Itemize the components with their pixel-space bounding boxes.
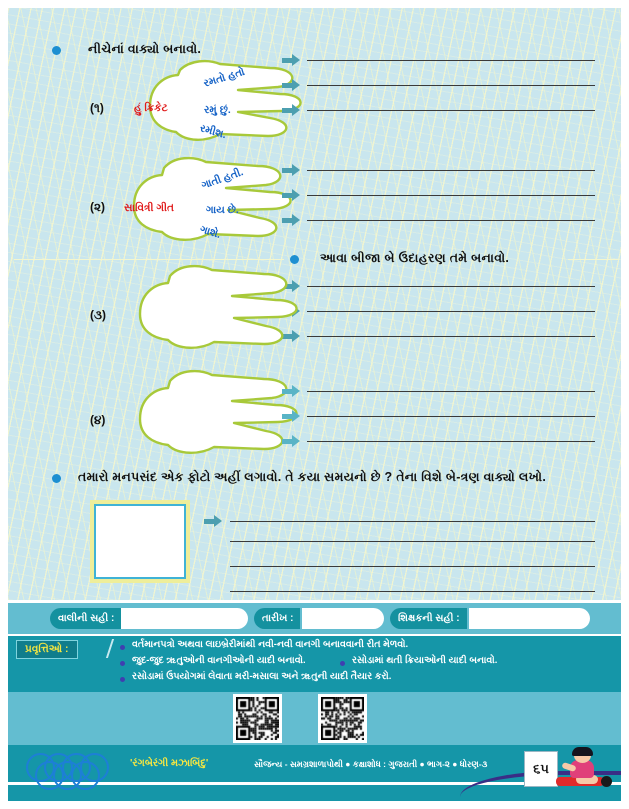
- book-title: 'રંગબેરંગી મઝાબિંદુ': [130, 758, 209, 769]
- bullet-icon-2: [290, 255, 299, 264]
- arrow-icon-1b: [282, 79, 300, 91]
- activity-text-3: રસોડામાં થતી ક્રિયાઓની યાદી બનાવો.: [352, 655, 498, 666]
- arrow-icon-4a: [282, 385, 300, 397]
- hand-2-palm-text: સાવિત્રી ગીત: [124, 202, 174, 214]
- instruction-1-text: નીચેનાં વાક્યો બનાવો.: [88, 42, 202, 56]
- parent-signature-field[interactable]: વાલીની સહી :: [50, 608, 248, 629]
- footer-credits: સૌજન્ય - સમગ્રશાળાપોથી ● કક્ષાશોધ : ગુજર…: [254, 759, 488, 769]
- answer-line-3a[interactable]: [307, 286, 595, 287]
- parent-signature-label: વાલીની સહી :: [50, 608, 122, 629]
- hand-shape-1: [148, 59, 302, 141]
- arrow-icon-2a: [282, 164, 300, 176]
- arrow-icon-3a: [282, 280, 300, 292]
- hand-1-palm-text: હું ક્રિકેટ: [134, 102, 168, 114]
- answer-line-4c[interactable]: [307, 441, 595, 442]
- hand-shape-3[interactable]: [112, 258, 322, 368]
- activities-band: પ્રવૃત્તિઓ : વર્તમાનપત્રો અથવા લાઇબ્રેરી…: [8, 636, 621, 692]
- worksheet-body: નીચેનાં વાક્યો બનાવો. (૧) હું ક્રિકેટ રમ…: [8, 8, 621, 600]
- arrow-icon-4b: [282, 410, 300, 422]
- activities-list: વર્તમાનપત્રો અથવા લાઇબ્રેરીમાંથી નવી-નવી…: [120, 639, 620, 687]
- bullet-icon-1: [52, 46, 61, 55]
- teacher-signature-input[interactable]: [469, 608, 590, 629]
- answer-line-1b[interactable]: [307, 85, 595, 86]
- photo-line-b[interactable]: [230, 541, 595, 542]
- kid-illustration: [556, 747, 612, 791]
- divider-right: [568, 259, 618, 260]
- page-footer: 'રંગબેરંગી મઝાબિંદુ' સૌજન્ય - સમગ્રશાળાપ…: [8, 745, 621, 801]
- photo-line-c[interactable]: [230, 566, 595, 567]
- hand-2-number: (૨): [90, 200, 106, 214]
- page-number-text: ૬૫: [533, 761, 549, 776]
- bullet-icon-3: [52, 474, 61, 483]
- answer-line-1a[interactable]: [307, 60, 595, 61]
- activity-row-3: રસોડામાં ઉપયોગમાં લેવાતા મરી-મસાલા અને ૠ…: [120, 671, 620, 687]
- teacher-signature-label: શિક્ષકની સહી :: [390, 608, 467, 629]
- activity-row-2: જુદ-જુદ ૠતુઓની વાનગીઓની યાદી બનાવો. રસોડ…: [120, 655, 620, 671]
- activities-divider: [105, 639, 115, 658]
- activities-label: પ્રવૃત્તિઓ :: [16, 640, 78, 659]
- photo-line-d[interactable]: [230, 591, 595, 592]
- photo-upload-box[interactable]: [90, 500, 190, 583]
- answer-line-4a[interactable]: [307, 391, 595, 392]
- activity-bullet-2: [120, 661, 125, 666]
- hand-4-number: (૪): [90, 413, 106, 427]
- qr-code-zone: [8, 692, 621, 745]
- activity-text-1: વર્તમાનપત્રો અથવા લાઇબ્રેરીમાંથી નવી-નવી…: [132, 639, 409, 650]
- activity-text-2: જુદ-જુદ ૠતુઓની વાનગીઓની યાદી બનાવો.: [132, 655, 306, 666]
- arrow-icon-1a: [282, 54, 300, 66]
- arrow-icon-1c: [282, 104, 300, 116]
- arrow-icon-2c: [282, 214, 300, 226]
- answer-line-1c[interactable]: [307, 110, 595, 111]
- instruction-3-text: તમારો મનપસંદ એક ફોટો અહીં લગાવો. તે કયા …: [78, 470, 547, 484]
- answer-line-2c[interactable]: [307, 220, 595, 221]
- photo-inner-frame: [94, 504, 186, 579]
- hand-1-number: (૧): [90, 101, 104, 115]
- answer-line-3b[interactable]: [307, 311, 595, 312]
- date-input[interactable]: [302, 608, 384, 629]
- signature-band: વાલીની સહી : તારીખ : શિક્ષકની સહી :: [8, 603, 621, 634]
- arrow-icon-5a: [204, 515, 222, 527]
- activity-bullet-1: [120, 645, 125, 650]
- activity-row-1: વર્તમાનપત્રો અથવા લાઇબ્રેરીમાંથી નવી-નવી…: [120, 639, 620, 655]
- answer-line-4b[interactable]: [307, 416, 595, 417]
- olympic-rings-logo: [26, 753, 122, 790]
- activity-bullet-3: [340, 661, 345, 666]
- instruction-2-text: આવા બીજા બે ઉદાહરણ તમે બનાવો.: [320, 251, 510, 265]
- teacher-signature-field[interactable]: શિક્ષકની સહી :: [390, 608, 590, 629]
- hand-1-finger-2: રમું છું.: [204, 104, 231, 116]
- activity-bullet-4: [120, 677, 125, 682]
- arrow-icon-2b: [282, 189, 300, 201]
- arrow-icon-3c: [282, 330, 300, 342]
- answer-line-3c[interactable]: [307, 336, 595, 337]
- activity-text-4: રસોડામાં ઉપયોગમાં લેવાતા મરી-મસાલા અને ૠ…: [132, 671, 392, 682]
- divider-left: [14, 259, 284, 260]
- arrow-icon-4c: [282, 435, 300, 447]
- parent-signature-input[interactable]: [121, 608, 248, 629]
- hand-2-finger-2: ગાય છે.: [206, 204, 239, 216]
- qr-code-1[interactable]: [233, 694, 282, 743]
- photo-line-a[interactable]: [230, 521, 595, 522]
- qr-code-2[interactable]: [318, 694, 367, 743]
- footer-divider: [8, 782, 621, 785]
- page-number-badge: ૬૫: [524, 751, 558, 787]
- date-field[interactable]: તારીખ :: [254, 608, 384, 629]
- answer-line-2b[interactable]: [307, 195, 595, 196]
- date-label: તારીખ :: [254, 608, 301, 629]
- answer-line-2a[interactable]: [307, 170, 595, 171]
- hand-3-number: (૩): [90, 308, 106, 322]
